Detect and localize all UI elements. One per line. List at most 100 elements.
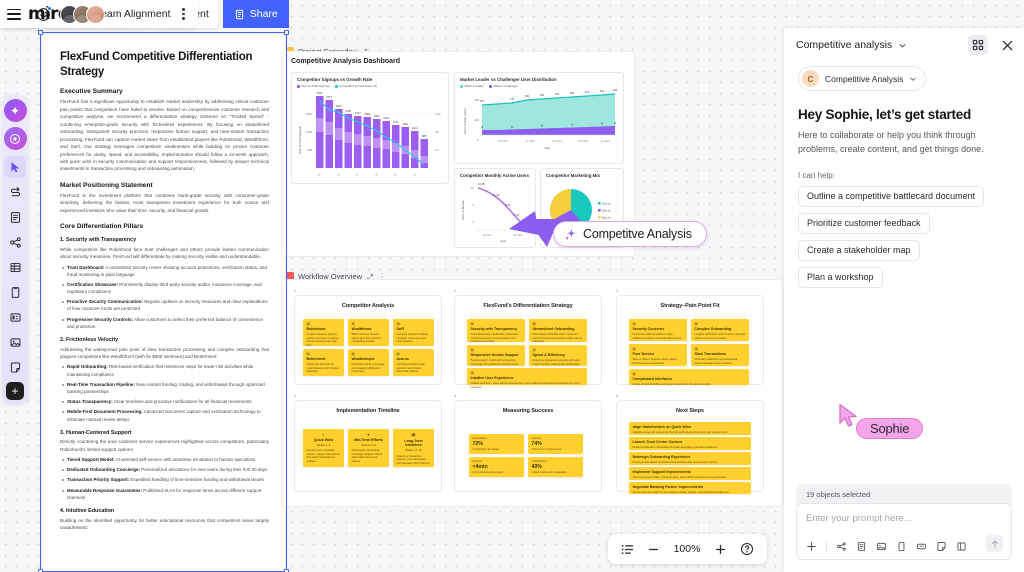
grid-view-button[interactable]: [968, 35, 988, 55]
zoom-out-button[interactable]: [647, 543, 660, 556]
more-options-icon[interactable]: ⋮: [378, 271, 387, 281]
sticky-note[interactable]: ▤ Poor Service Slow or absent support le…: [629, 344, 687, 366]
sticky-note[interactable]: ▤ Security with Transparency Trust dashb…: [467, 319, 525, 343]
table-button[interactable]: [956, 541, 967, 552]
board-title[interactable]: Team Alignment: [95, 8, 171, 20]
workflow-panel-measuring-success[interactable]: Measuring Success Onboarding 72% Complet…: [454, 400, 602, 492]
sticky-note[interactable]: ▤ Responsive Human Support Tiered suppor…: [467, 345, 525, 366]
svg-text:1602: 1602: [374, 114, 380, 118]
mindmap-button[interactable]: [836, 541, 847, 552]
sticky-note[interactable]: ▤ Complicated Interfaces Dense product b…: [629, 369, 749, 386]
chart-card-signups[interactable]: Competitor Signups vs Growth Rate Sum of…: [291, 72, 449, 184]
chart-card-distribution[interactable]: Market Leader vs Challenger User Distrib…: [454, 72, 624, 164]
connection-tool[interactable]: [4, 181, 26, 203]
sticky-note[interactable]: ▤ Wealthfront $500 minimum deposit barri…: [348, 319, 389, 346]
sticky-note[interactable]: ▤ Wealthsimple Restricted market coverag…: [348, 349, 389, 376]
context-chip[interactable]: C Competitive Analysis: [798, 66, 927, 91]
spotlight-tool[interactable]: [3, 127, 27, 150]
table-tool[interactable]: [4, 256, 26, 278]
ai-assistant-tool[interactable]: ✦: [3, 99, 27, 122]
sticky-note[interactable]: ● Mid-Term Efforts Weeks 9–16 Risk-based…: [348, 429, 389, 467]
sticky-note[interactable]: ▤ Complex Onboarding Lengthy verificatio…: [691, 319, 749, 341]
sticky-note[interactable]: ▤ Security Concerns Customers distrust p…: [629, 319, 687, 341]
sticky-note[interactable]: ▤ Streamlined Onboarding Risk-based veri…: [529, 319, 587, 343]
select-tool[interactable]: [4, 156, 26, 178]
sticky-body: Multi-day settlement and withdrawal dela…: [694, 357, 738, 365]
more-options-icon[interactable]: [178, 8, 190, 20]
more-options-icon[interactable]: ···: [372, 47, 381, 56]
zoom-level-label[interactable]: 100%: [673, 543, 701, 555]
workflow-panel-differentiation-strategy[interactable]: FlexFund's Differentiation Strategy ▤ Se…: [454, 295, 602, 389]
chart-title: Competitor Signups vs Growth Rate: [297, 77, 373, 82]
mindmap-tool[interactable]: [4, 231, 26, 253]
help-icon[interactable]: [740, 542, 754, 556]
send-button[interactable]: [986, 535, 1003, 552]
metric-sticky-note[interactable]: Transactions 40% Faster settlement vs ba…: [528, 457, 583, 477]
expand-icon[interactable]: [366, 273, 374, 281]
note-button[interactable]: [936, 541, 947, 552]
sticky-note-button[interactable]: [916, 541, 927, 552]
image-tool[interactable]: [4, 331, 26, 353]
sticky-note[interactable]: Implement Support Improvements Stand up …: [629, 467, 751, 480]
card-button[interactable]: [896, 541, 907, 552]
share-button[interactable]: Share: [222, 0, 289, 28]
suggestion-chip[interactable]: Prioritize customer feedback: [798, 212, 930, 234]
sticky-note[interactable]: ▤ SoFi Complex product bundling confuses…: [393, 319, 434, 346]
avatar[interactable]: [86, 4, 105, 24]
workflow-frame[interactable]: 1 Competitor Analysis ▤ Robinhood Limite…: [282, 280, 782, 506]
workflow-panel-implementation-timeline[interactable]: Implementation Timeline ◐ Quick Wins Wee…: [294, 400, 442, 492]
zoom-toolbar[interactable]: 100%: [608, 534, 767, 564]
image-button[interactable]: [876, 541, 887, 552]
left-toolbar[interactable]: ✦: [2, 95, 28, 404]
table-icon: [10, 262, 20, 272]
workflow-panel-strategy-pain-point-fit[interactable]: Strategy–Pain Point Fit ▤ Security Conce…: [616, 295, 764, 386]
document-tool[interactable]: [4, 206, 26, 228]
hamburger-icon[interactable]: [7, 8, 21, 20]
zoom-in-button[interactable]: [714, 543, 727, 556]
frame-label-workflow-overview[interactable]: Workflow Overview ⋮: [286, 272, 386, 281]
prompt-input[interactable]: Enter your prompt here...: [806, 513, 912, 524]
workflow-panel-competitor-analysis[interactable]: Competitor Analysis ▤ Robinhood Limited …: [294, 295, 442, 385]
sticky-note[interactable]: ▤ Robinhood Limited customer support opt…: [303, 319, 344, 347]
suggestion-chip[interactable]: Plan a workshop: [798, 266, 883, 288]
add-attachment-button[interactable]: [806, 541, 817, 552]
sticky-note[interactable]: ▣ Long-Term Initiatives Weeks 17–24 Real…: [393, 429, 434, 467]
sticky-note[interactable]: Negotiate Banking Partner Improvements S…: [629, 482, 751, 494]
sticky-note[interactable]: ▤ Speed & Efficiency Real-time transacti…: [529, 345, 587, 366]
svg-text:500: 500: [307, 148, 312, 152]
suggestion-chip[interactable]: Outline a competitive battlecard documen…: [798, 185, 985, 207]
suggestion-chip[interactable]: Create a stakeholder map: [798, 239, 920, 261]
metric-sticky-note[interactable]: Security 74% Trust score improvement: [528, 434, 583, 454]
prompt-box[interactable]: Enter your prompt here...: [796, 503, 1012, 560]
card-tool[interactable]: [4, 281, 26, 303]
document-frame[interactable]: FlexFund Competitive Differentiation Str…: [42, 34, 285, 572]
metric-sticky-note[interactable]: Onboarding 72% Completion rate target: [469, 434, 524, 454]
ai-sidebar-panel[interactable]: Competitive analysis: [784, 28, 1024, 572]
metric-sticky-note[interactable]: Support <4min First response time target: [469, 457, 524, 477]
sticky-body: Risk-based onboarding, concierge program…: [351, 449, 383, 464]
chevron-down-icon[interactable]: [898, 41, 907, 50]
sticky-note[interactable]: ▤ Acorns Flat fees penalize small accoun…: [393, 349, 434, 376]
chart-card-mau[interactable]: Competitor Monthly Active Users Sum of M…: [454, 168, 536, 248]
sticky-note[interactable]: Redesign Onboarding Experience Prototype…: [629, 452, 751, 465]
close-button[interactable]: [1001, 39, 1014, 52]
notifications-icon[interactable]: [36, 5, 52, 22]
collaborator-avatars[interactable]: [60, 4, 105, 24]
sticky-note-tool[interactable]: [4, 356, 26, 378]
sticky-note[interactable]: ▤ Intuitive User Experience Guided educa…: [467, 368, 587, 389]
list-item: Progressive Security Controls: Allow cus…: [60, 316, 269, 330]
list-view-icon[interactable]: [621, 544, 634, 555]
ai-analysis-pill[interactable]: Competitve Analysis: [553, 221, 707, 247]
frame-tool[interactable]: [4, 306, 26, 328]
more-apps-tool[interactable]: +: [6, 382, 24, 400]
sticky-note[interactable]: Launch Trust Center Content Publish cert…: [629, 437, 751, 450]
sticky-note[interactable]: Align Stakeholders on Quick Wins Validat…: [629, 422, 751, 435]
metric-value: 74%: [531, 440, 542, 447]
document-button[interactable]: [856, 541, 867, 552]
sticky-note[interactable]: ▤ Slow Transactions Multi-day settlement…: [691, 344, 749, 366]
sticky-note[interactable]: ◐ Quick Wins Weeks 1–8 Security communic…: [303, 429, 344, 467]
doc-pillars-heading: Core Differentiation Pillars: [60, 223, 144, 231]
workflow-panel-next-steps[interactable]: Next Steps Align Stakeholders on Quick W…: [616, 400, 764, 494]
greeting-subtitle: Here to collaborate or help you think th…: [798, 130, 984, 154]
sticky-note[interactable]: ▤ Betterment Higher fee structure for sm…: [303, 349, 344, 376]
